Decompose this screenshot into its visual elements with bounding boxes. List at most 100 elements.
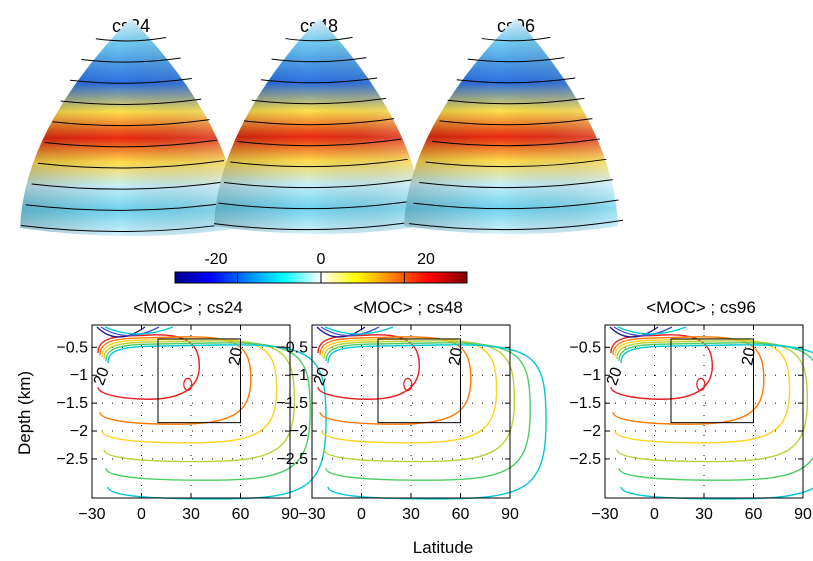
x-tick-label: 60 — [745, 506, 763, 523]
latitude-line — [251, 97, 387, 105]
y-tick-label: −2.5 — [56, 451, 88, 468]
contour-label: 20 — [604, 365, 626, 388]
x-tick-label: 0 — [357, 506, 366, 523]
latitude-line — [52, 119, 210, 127]
contour-line — [104, 326, 174, 335]
latitude-line — [439, 118, 593, 126]
y-tick-label: −1.5 — [569, 395, 601, 412]
contour-line — [316, 326, 366, 338]
contour-label: 20 — [91, 365, 113, 388]
axes-frame — [604, 324, 804, 499]
x-tick-label: 90 — [794, 506, 812, 523]
latitude-line — [243, 118, 395, 126]
latitude-line — [25, 201, 237, 211]
map-cs24 — [20, 18, 242, 236]
x-tick-label: 30 — [402, 506, 420, 523]
contour-line — [101, 338, 278, 444]
contour-line — [183, 377, 193, 391]
contour-line — [321, 338, 498, 444]
region-box — [670, 338, 754, 424]
panel-cs24: 20 20 −30 0 30 60 90 −0.5 −1 −1.5 −2 −2.5 — [56, 324, 327, 523]
contour-line — [618, 342, 813, 481]
latitude-line — [456, 77, 576, 84]
y-tick-label: −1 — [70, 367, 88, 384]
contour-line — [609, 326, 659, 338]
map-cs48 — [213, 18, 425, 234]
y-tick-label: −2.5 — [569, 451, 601, 468]
x-axis-label: Latitude — [413, 538, 474, 557]
contour-line — [696, 377, 706, 391]
y-tick-label: −2 — [583, 423, 601, 440]
panel-cs96: 20 20 −30 0 30 60 90 −0.5 −1 −1.5 −2 −2.5 — [569, 324, 813, 523]
contour-line — [325, 342, 531, 481]
map-shading — [214, 18, 424, 234]
latitude-line — [224, 179, 414, 189]
map-shading — [20, 18, 240, 236]
x-tick-label: 0 — [650, 506, 659, 523]
latitude-line — [413, 199, 619, 210]
latitude-line — [81, 57, 181, 63]
y-tick-label: −1 — [290, 367, 308, 384]
contour-label: 20 — [446, 346, 466, 367]
colorbar-tick-label-20: 20 — [417, 251, 435, 268]
contour-line — [324, 326, 394, 335]
region-box — [157, 338, 241, 424]
latitude-line — [447, 97, 585, 105]
map-cs96 — [404, 18, 624, 234]
latitude-line — [271, 57, 367, 63]
latitude-line — [260, 77, 378, 84]
latitude-line — [218, 199, 420, 210]
x-tick-label: −30 — [591, 506, 618, 523]
panel-title-cs96: <MOC> ; cs96 — [646, 298, 756, 317]
latitude-line — [408, 219, 624, 231]
y-tick-label: −2.5 — [276, 451, 308, 468]
y-tick-label: −1.5 — [56, 395, 88, 412]
latitude-line — [236, 138, 402, 147]
y-tick-label: −2 — [70, 423, 88, 440]
panel-title-cs48: <MOC> ; cs48 — [353, 298, 463, 317]
y-axis-label: Depth (km) — [15, 371, 34, 455]
colorbar-tick-label-0: 0 — [317, 251, 326, 268]
latitude-line — [60, 98, 202, 105]
axes-frame — [91, 324, 291, 499]
latitude-line — [44, 139, 218, 148]
latitude-line — [285, 36, 353, 42]
contour-line — [617, 326, 687, 335]
axes-frame — [311, 324, 511, 499]
latitude-line — [213, 219, 425, 231]
contour-line — [319, 336, 472, 425]
latitude-line — [467, 57, 565, 63]
latitude-line — [70, 78, 192, 84]
panel-title-cs24: <MOC> ; cs24 — [133, 298, 243, 317]
y-tick-label: −1.5 — [276, 395, 308, 412]
x-tick-label: 30 — [182, 506, 200, 523]
contour-label: 20 — [311, 365, 333, 388]
latitude-line — [432, 138, 600, 147]
latitude-line — [419, 179, 613, 189]
x-tick-label: 60 — [452, 506, 470, 523]
y-tick-label: −0.5 — [56, 339, 88, 356]
map-shading — [404, 18, 618, 234]
x-tick-label: 0 — [137, 506, 146, 523]
latitude-line — [31, 180, 231, 190]
latitude-line — [481, 36, 551, 42]
panel-cs48: 20 20 −30 0 30 60 90 −0.5 −1 −1.5 −2 −2.5 — [276, 324, 547, 523]
contour-label: 20 — [226, 346, 246, 367]
y-tick-label: −1 — [583, 367, 601, 384]
latitude-line — [37, 160, 225, 169]
x-tick-label: −30 — [298, 506, 325, 523]
contour-line — [613, 326, 673, 337]
contour-line — [105, 342, 311, 481]
contour-label: 20 — [739, 346, 759, 367]
y-tick-label: −2 — [290, 423, 308, 440]
contour-line — [614, 338, 791, 444]
contour-line — [96, 326, 146, 338]
x-tick-label: 60 — [232, 506, 250, 523]
x-tick-label: 30 — [695, 506, 713, 523]
y-tick-label: −0.5 — [569, 339, 601, 356]
contour-line — [100, 326, 160, 337]
y-tick-label: −0.5 — [276, 339, 308, 356]
contour-line — [403, 377, 413, 391]
colorbar: -20 0 20 — [174, 251, 468, 284]
